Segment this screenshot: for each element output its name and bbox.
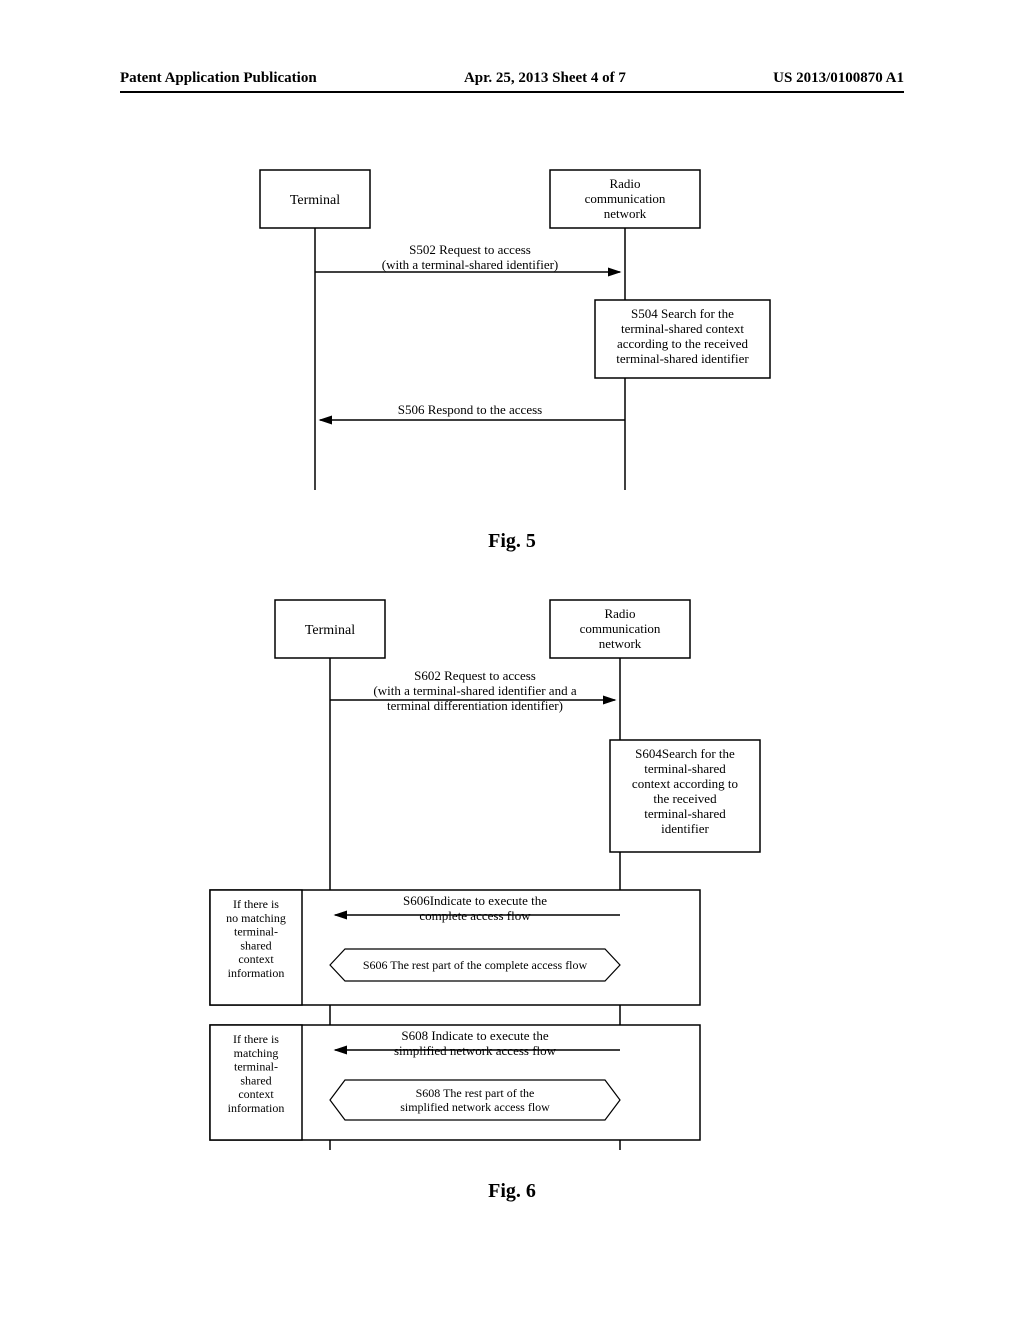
figure-6-diagram: TerminalRadiocommunicationnetworkS602 Re… [0, 0, 1024, 1200]
svg-text:S608 The rest part of thesimpl: S608 The rest part of thesimplified netw… [400, 1086, 550, 1114]
svg-text:S608 Indicate to execute thesi: S608 Indicate to execute thesimplified n… [394, 1028, 557, 1058]
svg-text:Terminal: Terminal [305, 623, 355, 638]
svg-text:S606Indicate to execute thecom: S606Indicate to execute thecomplete acce… [403, 893, 547, 923]
svg-text:If there ismatchingterminal-sh: If there ismatchingterminal-sharedcontex… [228, 1032, 285, 1115]
svg-text:S606 The rest part of the comp: S606 The rest part of the complete acces… [363, 958, 588, 972]
patent-page: Patent Application Publication Apr. 25, … [0, 0, 1024, 1320]
svg-text:S602 Request to access(with a: S602 Request to access(with a terminal-s… [373, 668, 576, 713]
figure-6-caption: Fig. 6 [488, 1180, 536, 1203]
svg-text:If there isno matchingterminal: If there isno matchingterminal-sharedcon… [226, 897, 286, 980]
